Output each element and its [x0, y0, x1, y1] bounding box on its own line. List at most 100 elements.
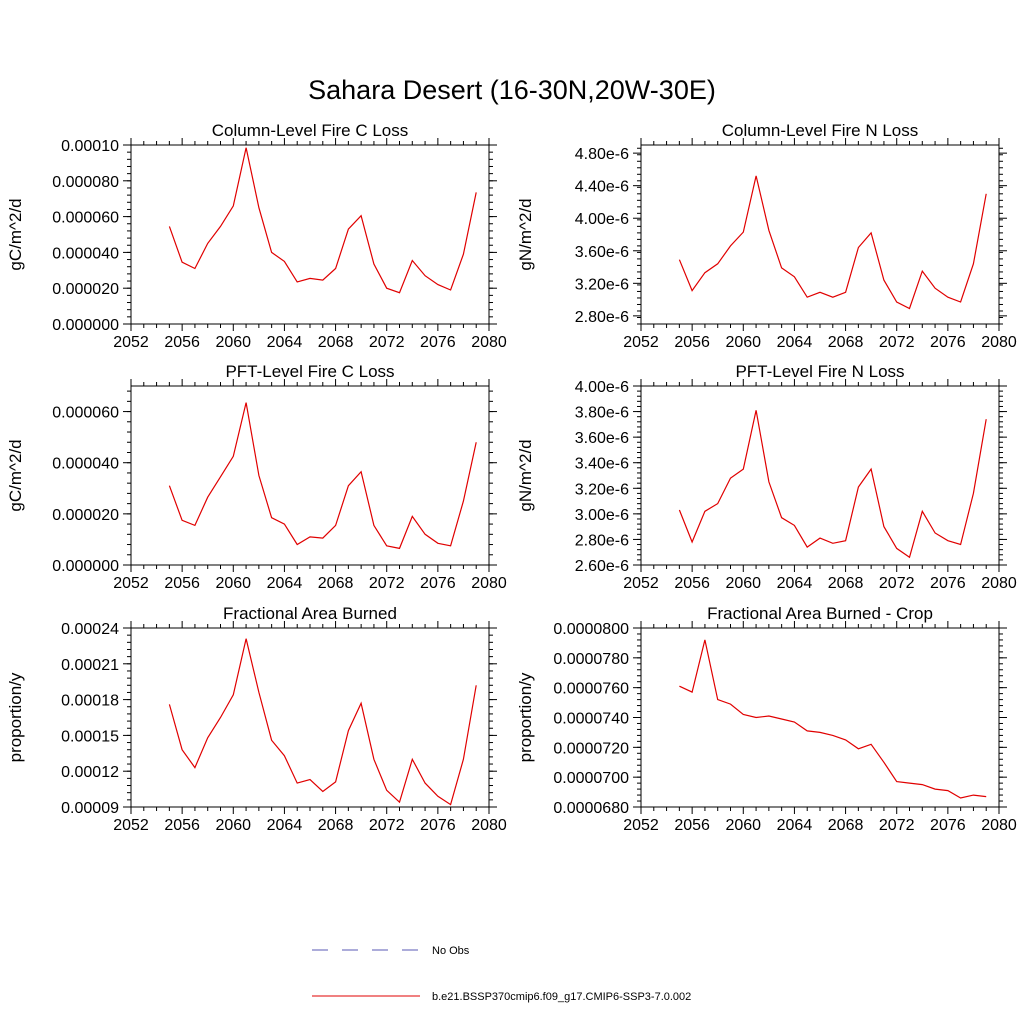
x-tick-label: 2072	[879, 334, 915, 351]
chart-panel-4: PFT-Level Fire N Loss gN/m^2/d 2052 2056 206…	[516, 362, 1017, 592]
x-tick-label: 2064	[267, 817, 303, 834]
x-tick-label: 2060	[215, 334, 251, 351]
panel-title: PFT-Level Fire N Loss	[735, 362, 904, 381]
y-tick-label: 0.000020	[52, 507, 119, 524]
panels: Column-Level Fire C Loss gC/m^2/d 2052 2056…	[6, 121, 1017, 834]
series-line	[678, 175, 987, 310]
x-tick-label: 2068	[828, 334, 864, 351]
y-tick-label: 0.00024	[61, 621, 119, 638]
x-tick-label: 2076	[930, 575, 966, 592]
y-tick-label: 0.0000700	[553, 770, 629, 787]
x-tick-label: 2060	[215, 817, 251, 834]
series-line	[679, 639, 987, 799]
y-tick-label: 2.80e-6	[575, 532, 629, 549]
x-tick-label: 2072	[369, 334, 405, 351]
y-tick-label: 0.00009	[61, 800, 119, 817]
x-tick-label: 2060	[725, 817, 761, 834]
y-tick-label: 0.000060	[52, 405, 119, 422]
x-tick-label: 2068	[828, 575, 864, 592]
y-axis-label: proportion/y	[6, 672, 25, 762]
x-tick-label: 2064	[777, 817, 813, 834]
y-tick-label: 3.20e-6	[575, 481, 629, 498]
y-tick-label: 0.000040	[52, 456, 119, 473]
x-tick-label: 2072	[879, 817, 915, 834]
x-tick-label: 2080	[471, 575, 507, 592]
x-tick-label: 2056	[164, 334, 200, 351]
x-tick-label: 2080	[471, 817, 507, 834]
y-tick-label: 0.0000800	[553, 621, 629, 638]
x-tick-label: 2060	[725, 334, 761, 351]
y-tick-label: 0.00021	[61, 657, 119, 674]
x-tick-label: 2060	[215, 575, 251, 592]
x-tick-label: 2072	[879, 575, 915, 592]
y-tick-label: 0.000060	[52, 210, 119, 227]
panel-title: Fractional Area Burned - Crop	[707, 604, 933, 623]
y-tick-label: 0.00010	[61, 138, 119, 155]
x-tick-label: 2068	[318, 575, 354, 592]
y-tick-label: 0.00015	[61, 728, 119, 745]
x-tick-label: 2052	[113, 334, 149, 351]
plot-frame	[130, 385, 490, 566]
y-tick-label: 4.80e-6	[575, 146, 629, 163]
y-tick-label: 0.0000780	[553, 651, 629, 668]
panel-title: Column-Level Fire N Loss	[722, 121, 919, 140]
y-tick-label: 3.60e-6	[575, 430, 629, 447]
legend-series-label: b.e21.BSSP370cmip6.f09_g17.CMIP6-SSP3-7.…	[432, 991, 691, 1003]
x-tick-label: 2068	[318, 334, 354, 351]
y-tick-label: 0.0000740	[553, 711, 629, 728]
x-tick-label: 2056	[674, 334, 710, 351]
y-tick-label: 4.00e-6	[575, 379, 629, 396]
series-line	[678, 410, 987, 559]
x-tick-label: 2076	[930, 334, 966, 351]
x-tick-label: 2076	[420, 334, 456, 351]
y-axis-label: gC/m^2/d	[6, 198, 25, 270]
y-tick-label: 3.60e-6	[575, 244, 629, 261]
x-tick-label: 2080	[981, 334, 1017, 351]
x-tick-label: 2064	[777, 575, 813, 592]
panel-title: Column-Level Fire C Loss	[212, 121, 409, 140]
x-tick-label: 2064	[267, 575, 303, 592]
x-tick-label: 2072	[369, 575, 405, 592]
y-tick-label: 0.00012	[61, 764, 119, 781]
y-tick-label: 0.000000	[52, 558, 119, 575]
y-axis-label: proportion/y	[516, 672, 535, 762]
y-tick-label: 0.00018	[61, 693, 119, 710]
y-tick-label: 0.0000760	[553, 681, 629, 698]
y-tick-label: 0.0000680	[553, 800, 629, 817]
y-tick-label: 3.80e-6	[575, 405, 629, 422]
y-tick-label: 3.20e-6	[575, 276, 629, 293]
y-axis-label: gC/m^2/d	[6, 439, 25, 511]
figure-title: Sahara Desert (16-30N,20W-30E)	[308, 75, 716, 105]
x-tick-label: 2060	[725, 575, 761, 592]
panel-title: PFT-Level Fire C Loss	[225, 362, 394, 381]
series-line	[168, 638, 477, 806]
x-tick-label: 2068	[828, 817, 864, 834]
x-tick-label: 2076	[420, 575, 456, 592]
x-tick-label: 2072	[369, 817, 405, 834]
legend: No Obs b.e21.BSSP370cmip6.f09_g17.CMIP6-…	[312, 945, 691, 1003]
chart-panel-6: Fractional Area Burned - Crop proportion/…	[516, 604, 1017, 834]
y-tick-label: 4.00e-6	[575, 211, 629, 228]
x-tick-label: 2056	[164, 575, 200, 592]
legend-no-obs-label: No Obs	[432, 945, 470, 957]
y-tick-label: 0.000000	[52, 317, 119, 334]
chart-panel-3: PFT-Level Fire C Loss gC/m^2/d 2052 2056 206…	[6, 362, 507, 592]
plot-frame	[640, 144, 1000, 325]
x-tick-label: 2076	[420, 817, 456, 834]
y-tick-label: 2.80e-6	[575, 309, 629, 326]
x-tick-label: 2076	[930, 817, 966, 834]
plot-frame	[640, 627, 1000, 808]
x-tick-label: 2052	[623, 334, 659, 351]
x-tick-label: 2056	[674, 817, 710, 834]
x-tick-label: 2052	[623, 575, 659, 592]
x-tick-label: 2080	[471, 334, 507, 351]
y-tick-label: 3.40e-6	[575, 456, 629, 473]
x-tick-label: 2056	[164, 817, 200, 834]
x-tick-label: 2052	[113, 575, 149, 592]
x-tick-label: 2080	[981, 817, 1017, 834]
x-tick-label: 2052	[623, 817, 659, 834]
x-tick-label: 2080	[981, 575, 1017, 592]
x-tick-label: 2068	[318, 817, 354, 834]
chart-panel-2: Column-Level Fire N Loss gN/m^2/d 2052 2056…	[516, 121, 1017, 351]
chart-panel-1: Column-Level Fire C Loss gC/m^2/d 2052 2056…	[6, 121, 507, 351]
